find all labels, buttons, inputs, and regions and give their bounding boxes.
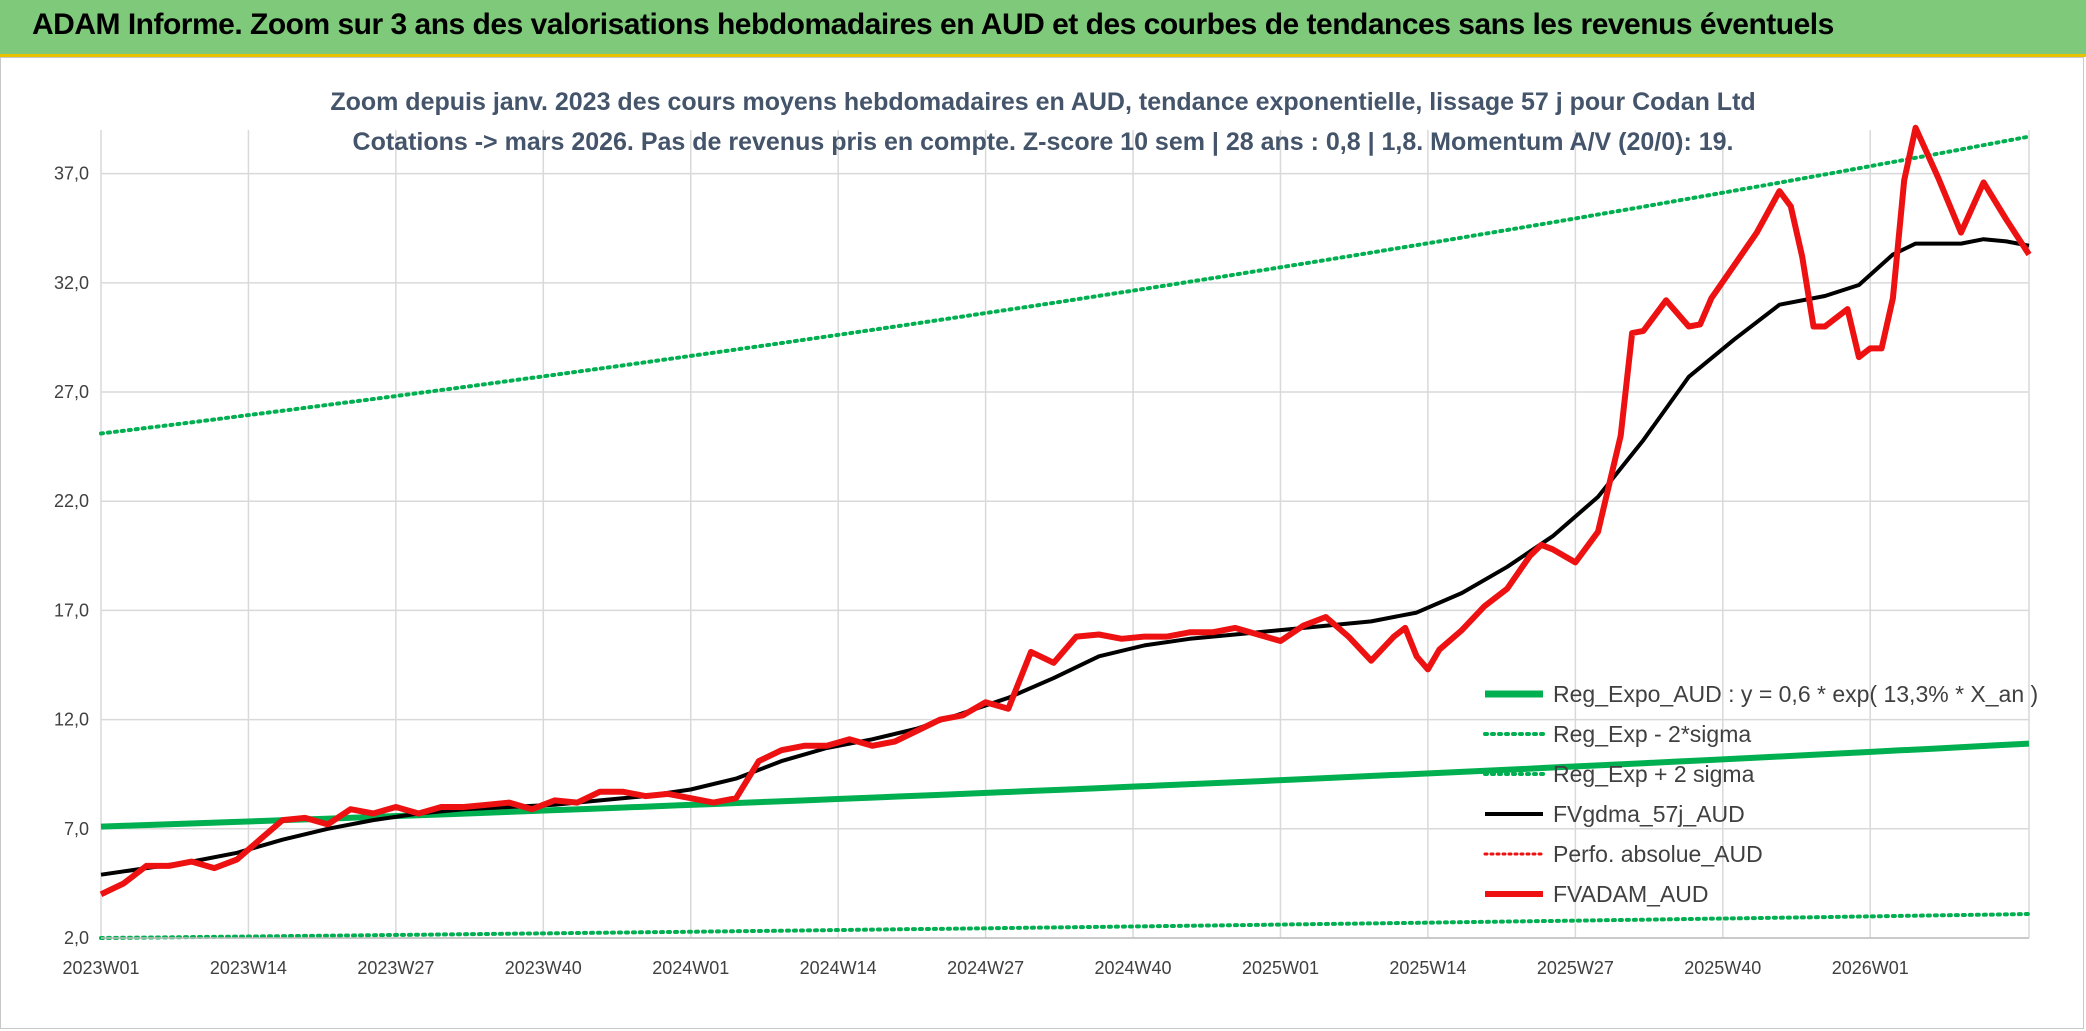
y-tick-label: 2,0 — [64, 928, 89, 948]
x-tick-label: 2024W27 — [947, 958, 1024, 978]
x-tick-label: 2023W40 — [505, 958, 582, 978]
legend-label: FVADAM_AUD — [1553, 881, 1709, 907]
series-reg-minus-2sigma — [99, 912, 2031, 940]
y-tick-label: 17,0 — [54, 600, 89, 620]
legend-label: Perfo. absolue_AUD — [1553, 841, 1763, 867]
y-tick-label: 37,0 — [54, 164, 89, 184]
x-tick-label: 2024W40 — [1095, 958, 1172, 978]
x-tick-label: 2025W14 — [1389, 958, 1466, 978]
y-tick-label: 12,0 — [54, 710, 89, 730]
y-tick-label: 27,0 — [54, 382, 89, 402]
chart-frame: 2,0 7,0 12,0 17,0 22,0 27,0 32,0 37,0 2023W01 202… — [0, 57, 2084, 1029]
series-reg-plus-2sigma — [99, 134, 2031, 436]
x-tick-label: 2024W01 — [652, 958, 729, 978]
legend-label: Reg_Exp + 2 sigma — [1553, 761, 1755, 787]
x-tick-label: 2023W27 — [357, 958, 434, 978]
legend: Reg_Expo_AUD : y = 0,6 * exp( 13,3% * X_… — [1483, 681, 2038, 907]
series-fvadam — [99, 124, 2032, 898]
y-tick-label: 22,0 — [54, 491, 89, 511]
x-tick-label: 2023W01 — [62, 958, 139, 978]
x-tick-label: 2026W01 — [1832, 958, 1909, 978]
legend-label: Reg_Expo_AUD : y = 0,6 * exp( 13,3% * X_… — [1553, 681, 2038, 707]
series-fvgdma-57j — [100, 237, 2030, 877]
y-tick-label: 32,0 — [54, 273, 89, 293]
y-tick-label: 7,0 — [64, 819, 89, 839]
x-tick-label: 2024W14 — [800, 958, 877, 978]
series-layer — [99, 124, 2032, 940]
legend-label: Reg_Exp - 2*sigma — [1553, 721, 1751, 747]
chart-title-line2: Cotations -> mars 2026. Pas de revenus p… — [353, 128, 1734, 156]
legend-label: FVgdma_57j_AUD — [1553, 801, 1745, 827]
x-tick-label: 2025W27 — [1537, 958, 1614, 978]
banner: ADAM Informe. Zoom sur 3 ans des valoris… — [0, 0, 2086, 57]
chart-title-line1: Zoom depuis janv. 2023 des cours moyens … — [330, 88, 1755, 116]
chart: 2,0 7,0 12,0 17,0 22,0 27,0 32,0 37,0 2023W01 202… — [54, 88, 2038, 978]
banner-title: ADAM Informe. Zoom sur 3 ans des valoris… — [32, 8, 1834, 41]
axes: 2,0 7,0 12,0 17,0 22,0 27,0 32,0 37,0 2023W01 202… — [54, 164, 2029, 978]
x-tick-label: 2023W14 — [210, 958, 287, 978]
x-tick-label: 2025W01 — [1242, 958, 1319, 978]
x-tick-label: 2025W40 — [1684, 958, 1761, 978]
